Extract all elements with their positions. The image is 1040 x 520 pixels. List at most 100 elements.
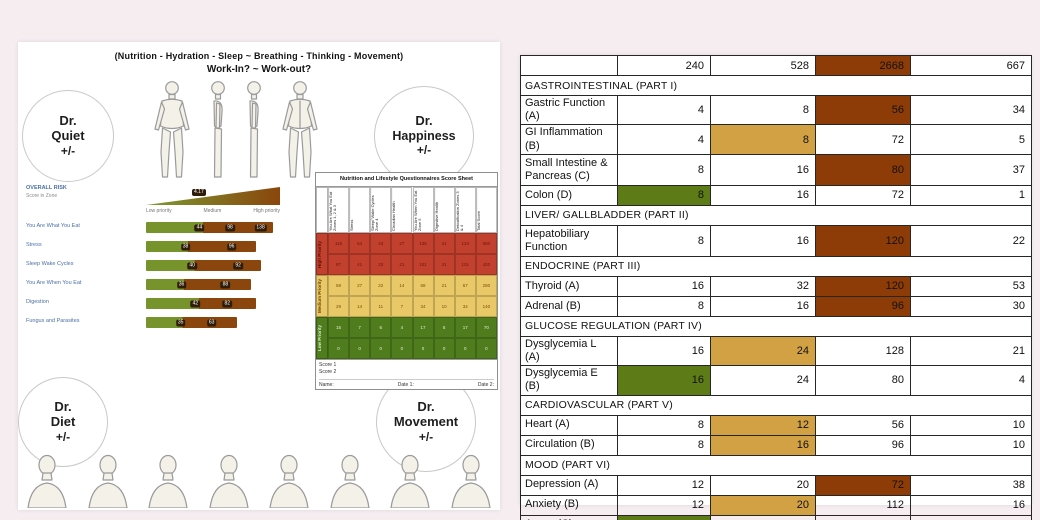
value-cell: 21 bbox=[910, 335, 1032, 367]
score-cell: 0 bbox=[433, 338, 455, 359]
score-cell: 116 bbox=[328, 233, 350, 254]
row-label bbox=[520, 55, 618, 76]
bust-three-quarter-icon bbox=[387, 454, 433, 509]
risk-row-label: Sleep Wake Cycles bbox=[26, 261, 74, 267]
dr-prefix: Dr. bbox=[54, 398, 72, 414]
table-row: Circulation (B) 8 16 96 10 bbox=[520, 434, 1032, 456]
value-cell: 56 bbox=[815, 414, 911, 436]
value-cell: 8 bbox=[617, 153, 711, 186]
section-header-label: ENDOCRINE (PART III) bbox=[520, 255, 1032, 277]
section-header-label: GLUCOSE REGULATION (PART IV) bbox=[520, 315, 1032, 337]
footer-field: Date 1: bbox=[397, 382, 414, 388]
risk-bar: 35 63 bbox=[146, 317, 238, 328]
table-row: Thyroid (A) 16 32 120 53 bbox=[520, 275, 1032, 297]
score-cell: 10 bbox=[433, 296, 455, 317]
value-cell: 16 bbox=[710, 153, 816, 186]
value-cell: 528 bbox=[710, 55, 816, 76]
risk-row-label: Digestion bbox=[26, 299, 49, 305]
value-cell: 120 bbox=[815, 275, 911, 297]
dr-prefix: Dr. bbox=[417, 398, 435, 414]
value-cell: 12 bbox=[617, 494, 711, 516]
score-cell: 87 bbox=[328, 254, 350, 275]
risk-chart-subheading: Score in Zone bbox=[26, 193, 58, 199]
score-cell: 6 bbox=[370, 317, 392, 338]
score-cell: 34 bbox=[454, 296, 476, 317]
risk-value-tag: 63 bbox=[206, 319, 217, 326]
score-cell: 15 bbox=[328, 317, 350, 338]
human-figure-side-icon bbox=[243, 80, 265, 180]
value-cell: 4 bbox=[910, 365, 1032, 396]
table-row: Depression (A) 12 20 72 38 bbox=[520, 474, 1032, 496]
value-cell: 72 bbox=[815, 124, 911, 155]
value-cell: 8 bbox=[617, 514, 711, 520]
dr-prefix: Dr. bbox=[415, 113, 433, 129]
bust-back-icon bbox=[266, 454, 312, 509]
risk-row-label: Fungus and Parasites bbox=[26, 318, 80, 324]
section-header-label: LIVER/ GALLBLADDER (PART II) bbox=[520, 204, 1032, 226]
dr-happiness-circle: Dr. Happiness +/- bbox=[374, 86, 474, 186]
risk-value-tag: 92 bbox=[233, 262, 243, 269]
row-label: Anxiety (B) bbox=[520, 494, 618, 516]
score-sheet-column-header: Stress bbox=[349, 187, 371, 233]
table-row: Adrenal (B) 8 16 96 30 bbox=[520, 295, 1032, 317]
dr-name: Diet bbox=[50, 413, 76, 429]
risk-chart-heading: OVERALL RISK bbox=[26, 185, 67, 191]
priority-gradient-triangle bbox=[146, 187, 280, 205]
score-cell: 17 bbox=[412, 317, 434, 338]
value-cell: 8 bbox=[710, 124, 816, 155]
score-cell: 134 bbox=[454, 233, 476, 254]
risk-value-tag: 38 bbox=[180, 243, 191, 250]
value-cell: 38 bbox=[910, 474, 1032, 496]
score-sheet-column-header: Sleep/ Wake Cycles Zone 4 bbox=[370, 187, 392, 233]
table-row: Anxiety (B) 12 20 112 16 bbox=[520, 494, 1032, 516]
risk-value-tag: 44 bbox=[194, 224, 205, 231]
row-label: Dysglycemia E (B) bbox=[520, 365, 618, 396]
risk-axis-labels: Low priority Medium High priority bbox=[146, 208, 280, 214]
risk-bar: 36 88 bbox=[146, 279, 251, 290]
score-sheet-scores: Score 1 Score 2 bbox=[319, 362, 494, 376]
score-sheet-column-header: Detoxification Zones 3 & 4 bbox=[454, 187, 476, 233]
value-cell: 8 bbox=[617, 224, 711, 257]
risk-marker-tag: 4.17 bbox=[192, 189, 206, 196]
value-cell: 37 bbox=[910, 153, 1032, 186]
table-row: Heart (A) 8 12 56 10 bbox=[520, 414, 1032, 436]
score-cell: 0 bbox=[475, 338, 497, 359]
dr-name: Movement bbox=[393, 413, 459, 429]
table-row: 240 528 2668 667 bbox=[520, 55, 1032, 76]
risk-row: Fungus and Parasites 35 63 bbox=[24, 314, 282, 333]
footer-field: Name: bbox=[319, 382, 334, 388]
priority-label: High Priority bbox=[316, 233, 328, 275]
section-header-row: CARDIOVASCULAR (PART V) bbox=[520, 394, 1032, 416]
row-label: Dysglycemia L (A) bbox=[520, 335, 618, 367]
section-header-label: MOOD (PART VI) bbox=[520, 454, 1032, 476]
value-cell: 8 bbox=[617, 434, 711, 456]
row-label: Thyroid (A) bbox=[520, 275, 618, 297]
table-row: GI Inflammation (B) 4 8 72 5 bbox=[520, 124, 1032, 155]
value-cell: 20 bbox=[710, 474, 816, 496]
score-cell: 21 bbox=[391, 254, 413, 275]
score-cell: 22 bbox=[370, 275, 392, 296]
dr-diet-circle: Dr. Diet +/- bbox=[18, 377, 108, 467]
section-header-label: CARDIOVASCULAR (PART V) bbox=[520, 394, 1032, 416]
score-cell: 34 bbox=[412, 296, 434, 317]
value-cell: 112 bbox=[815, 494, 911, 516]
bust-side-icon bbox=[145, 454, 191, 509]
score-cell: 21 bbox=[433, 275, 455, 296]
score-cell: 14 bbox=[391, 275, 413, 296]
score-cell: 41 bbox=[349, 254, 371, 275]
value-cell: 120 bbox=[815, 224, 911, 257]
dr-quiet-circle: Dr. Quiet +/- bbox=[22, 90, 114, 182]
value-cell: 5 bbox=[910, 514, 1032, 520]
score-cell: 135 bbox=[412, 233, 434, 254]
row-label: Colon (D) bbox=[520, 184, 618, 206]
score-line: Score 1 bbox=[319, 362, 337, 368]
risk-value-tag: 40 bbox=[187, 262, 197, 269]
value-cell: 10 bbox=[910, 414, 1032, 436]
risk-value-tag: 42 bbox=[190, 300, 201, 307]
score-line: Score 2 bbox=[319, 369, 337, 375]
section-header-row: ENDOCRINE (PART III) bbox=[520, 255, 1032, 277]
footer-field: Date 2: bbox=[477, 382, 494, 388]
score-cell: 54 bbox=[349, 233, 371, 254]
value-cell: 2668 bbox=[815, 55, 911, 76]
risk-row: You Are What You Eat 44 98 138 bbox=[24, 219, 282, 238]
